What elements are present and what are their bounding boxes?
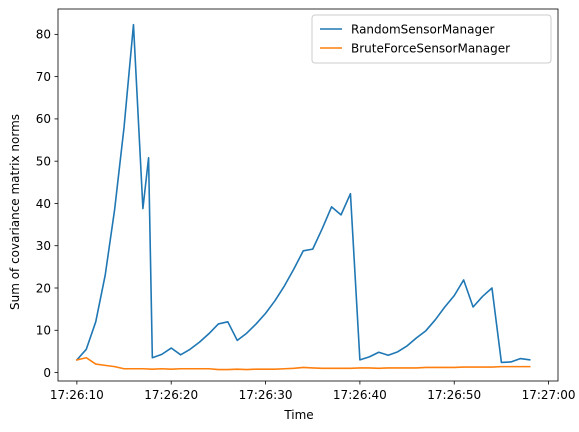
y-tick-label: 10 <box>36 324 51 338</box>
y-tick-label: 70 <box>36 70 51 84</box>
y-tick-label: 0 <box>43 366 51 380</box>
y-tick-label: 50 <box>36 154 51 168</box>
legend: RandomSensorManager BruteForceSensorManag… <box>311 14 552 64</box>
series-line-1 <box>75 356 531 371</box>
x-tick-label: 17:26:10 <box>50 388 104 402</box>
x-tick-label: 17:26:20 <box>144 388 198 402</box>
y-tick-label: 20 <box>36 281 51 295</box>
y-axis-label: Sum of covariance matrix norms <box>8 114 22 310</box>
y-tick-label: 30 <box>36 239 51 253</box>
legend-box <box>311 14 552 64</box>
y-tick-label: 40 <box>36 197 51 211</box>
axes-frame <box>57 8 559 382</box>
x-tick-label: 17:26:30 <box>239 388 293 402</box>
y-axis-ticks: 0 10 20 30 40 50 60 70 80 <box>36 28 58 380</box>
series-line-0 <box>75 23 531 364</box>
x-axis-ticks: 17:26:10 17:26:20 17:26:30 17:26:40 17:26:50… <box>50 381 576 402</box>
plot-area <box>57 8 559 382</box>
y-tick-label: 60 <box>36 112 51 126</box>
x-tick-label: 17:26:40 <box>333 388 387 402</box>
x-tick-label: 17:27:00 <box>522 388 576 402</box>
x-axis-label: Time <box>283 408 313 422</box>
x-tick-label: 17:26:50 <box>427 388 481 402</box>
legend-label: RandomSensorManager <box>351 22 494 36</box>
legend-label: BruteForceSensorManager <box>351 41 510 55</box>
y-tick-label: 80 <box>36 28 51 42</box>
